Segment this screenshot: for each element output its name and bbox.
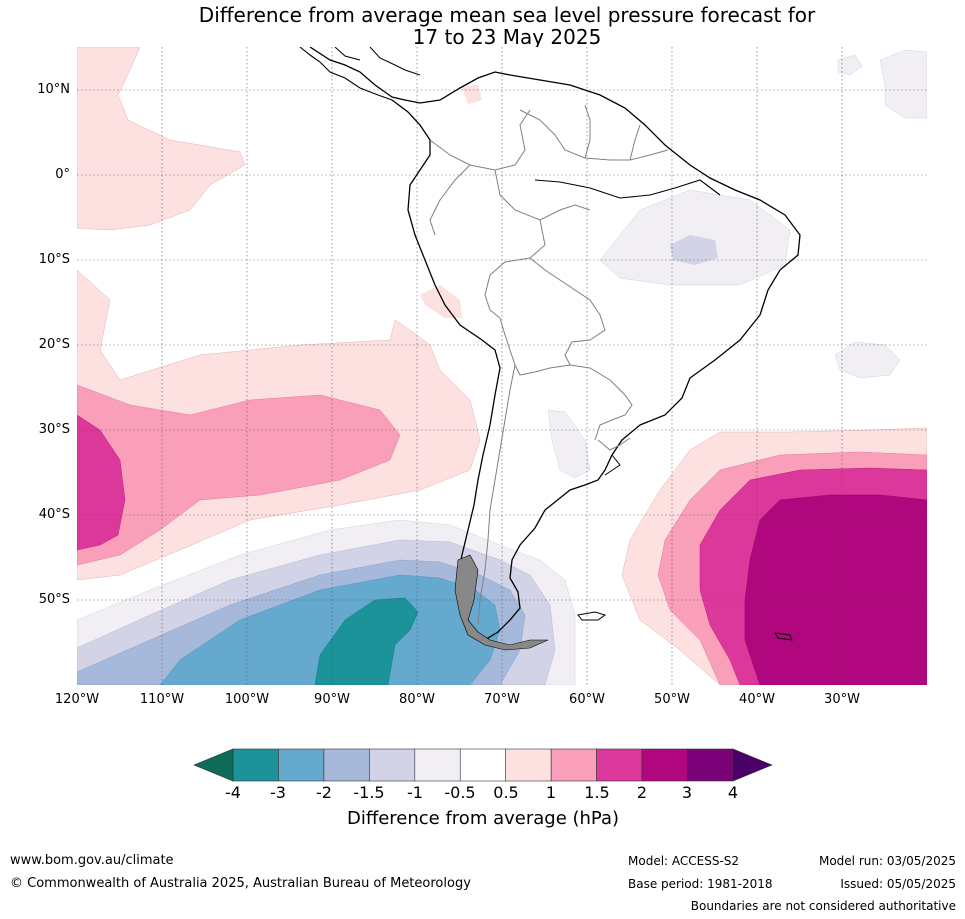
pressure-anomaly-field: [77, 47, 927, 685]
colorbar-under-arrow: [193, 748, 234, 782]
colorbar-over-arrow: [732, 748, 773, 782]
graticule: [77, 47, 927, 685]
colorbar-segment: [641, 748, 688, 782]
footer-copyright: © Commonwealth of Australia 2025, Austra…: [10, 876, 471, 891]
footer-issued: Issued: 05/05/2025: [840, 877, 956, 891]
colorbar-tick: -3: [270, 783, 286, 802]
lat-label-10s: 10°S: [38, 252, 70, 267]
country-borders: [429, 104, 669, 626]
lat-label-20s: 20°S: [38, 337, 70, 352]
colorbar-segment: [687, 748, 734, 782]
footer-disclaimer: Boundaries are not considered authoritat…: [690, 899, 956, 913]
lat-label-30s: 30°S: [38, 422, 70, 437]
map-title-line1: Difference from average mean sea level p…: [198, 3, 816, 27]
colorbar-segment: [596, 748, 643, 782]
colorbar-tick: -0.5: [444, 783, 476, 802]
lon-label-120w: 120°W: [54, 692, 100, 707]
anomaly-nw-pink: [77, 47, 246, 231]
colorbar-tick: -4: [225, 783, 241, 802]
colorbar-title: Difference from average (hPa): [346, 808, 620, 829]
colorbar-segment: [505, 748, 552, 782]
lat-label-50s: 50°S: [38, 592, 70, 607]
colorbar-tick: 1: [545, 783, 557, 802]
lon-label-80w: 80°W: [399, 692, 435, 707]
lon-label-70w: 70°W: [484, 692, 520, 707]
lon-label-100w: 100°W: [224, 692, 270, 707]
colorbar-segment: [232, 748, 279, 782]
map-title-line2: 17 to 23 May 2025: [412, 25, 602, 49]
colorbar-tick: 1.5: [584, 783, 610, 802]
colorbar-tick: 3: [681, 783, 693, 802]
colorbar-tick: 0.5: [493, 783, 519, 802]
lon-label-110w: 110°W: [139, 692, 185, 707]
colorbar-segment: [278, 748, 325, 782]
footer-base-period: Base period: 1981-2018: [628, 877, 773, 891]
colorbar-segment: [459, 748, 507, 782]
lon-label-90w: 90°W: [314, 692, 350, 707]
footer-website: www.bom.gov.au/climate: [10, 853, 174, 868]
lon-label-30w: 30°W: [824, 692, 860, 707]
colorbar-tick: 4: [727, 783, 739, 802]
colorbar-tick: -2: [316, 783, 332, 802]
lat-label-0: 0°: [55, 167, 70, 182]
lon-label-50w: 50°W: [654, 692, 690, 707]
south-america-coastline: [309, 47, 801, 641]
colorbar-tick: -1: [407, 783, 423, 802]
footer-model-run: Model run: 03/05/2025: [818, 854, 956, 868]
colorbar-segment: [550, 748, 597, 782]
lon-label-40w: 40°W: [739, 692, 775, 707]
lat-label-40s: 40°S: [38, 507, 70, 522]
colorbar-tick: 2: [636, 783, 648, 802]
colorbar-segment: [323, 748, 370, 782]
lon-label-60w: 60°W: [569, 692, 605, 707]
map-title: Difference from average mean sea level p…: [0, 4, 965, 48]
lat-label-10n: 10°N: [37, 82, 70, 97]
colorbar-segment: [414, 748, 461, 782]
colorbar-tick: -1.5: [353, 783, 385, 802]
footer-model: Model: ACCESS-S2: [628, 854, 740, 868]
colorbar-segment: [369, 748, 416, 782]
colorbar: [193, 748, 773, 782]
